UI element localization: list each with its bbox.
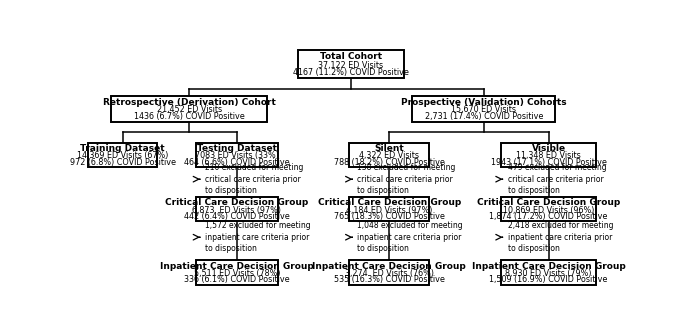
Bar	[88, 143, 158, 167]
Text: 37,122 ED Visits: 37,122 ED Visits	[319, 61, 384, 70]
Bar	[349, 197, 429, 221]
Text: 11,348 ED Visits: 11,348 ED Visits	[516, 151, 581, 160]
Bar	[349, 143, 429, 167]
Text: 972 (6.8%) COVID Positive: 972 (6.8%) COVID Positive	[70, 158, 176, 167]
Text: 138 excluded for meeting
critical care criteria prior
to disposition: 138 excluded for meeting critical care c…	[358, 163, 456, 196]
Text: Critical Care Decision Group: Critical Care Decision Group	[318, 198, 461, 207]
Text: Training Dataset: Training Dataset	[80, 144, 165, 153]
Text: 336 (6.1%) COVID Positive: 336 (6.1%) COVID Positive	[184, 275, 290, 284]
Text: 4,184 ED Visits (97%): 4,184 ED Visits (97%)	[346, 206, 432, 214]
Text: 10,869 ED Visits (96%): 10,869 ED Visits (96%)	[503, 206, 594, 214]
Text: 21,452 ED Visits: 21,452 ED Visits	[157, 105, 222, 115]
Text: Visible: Visible	[532, 144, 566, 153]
Text: Inpatient Care Decision Group: Inpatient Care Decision Group	[472, 262, 625, 271]
Bar	[111, 96, 267, 122]
Bar	[412, 96, 556, 122]
Text: 464 (6.6%) COVID Positive: 464 (6.6%) COVID Positive	[184, 158, 290, 167]
Bar	[349, 260, 429, 285]
Bar	[196, 260, 278, 285]
Text: 2,418 excluded for meeting
inpatient care criteria prior
to disposition: 2,418 excluded for meeting inpatient car…	[508, 221, 613, 254]
Text: Testing Dataset: Testing Dataset	[197, 144, 277, 153]
Text: Critical Care Decision Group: Critical Care Decision Group	[165, 198, 308, 207]
Text: 535 (16.3%) COVID Positive: 535 (16.3%) COVID Positive	[334, 275, 445, 284]
Text: 788 (18.2%) COVID Positive: 788 (18.2%) COVID Positive	[334, 158, 445, 167]
Text: 3,274  ED Visits (76%): 3,274 ED Visits (76%)	[345, 269, 434, 278]
Text: 479 excluded for meeting
critical care criteria prior
to disposition: 479 excluded for meeting critical care c…	[508, 163, 606, 196]
Bar	[196, 197, 278, 221]
Text: 1,572 excluded for meeting
inpatient care criteria prior
to disposition: 1,572 excluded for meeting inpatient car…	[205, 221, 311, 254]
Text: Silent: Silent	[375, 144, 404, 153]
Text: Inpatient Care Decision Group: Inpatient Care Decision Group	[160, 262, 314, 271]
Text: 15,670 ED Visits: 15,670 ED Visits	[451, 105, 516, 115]
Text: Prospective (Validation) Cohorts: Prospective (Validation) Cohorts	[401, 98, 566, 107]
Text: 4,322 ED Visits: 4,322 ED Visits	[360, 151, 419, 160]
Text: 210 excluded for meeting
critical care criteria prior
to disposition: 210 excluded for meeting critical care c…	[205, 163, 303, 196]
Bar	[196, 143, 278, 167]
Text: 1,048 excluded for meeting
inpatient care criteria prior
to disposition: 1,048 excluded for meeting inpatient car…	[358, 221, 463, 254]
Text: Total Cohort: Total Cohort	[320, 52, 382, 61]
Text: 1,874 (17.2%) COVID Positive: 1,874 (17.2%) COVID Positive	[489, 212, 608, 221]
Bar	[298, 50, 404, 78]
Text: 5,511 ED Visits (78%): 5,511 ED Visits (78%)	[194, 269, 280, 278]
Text: 6,873  ED Visits (97%): 6,873 ED Visits (97%)	[192, 206, 282, 214]
Bar	[501, 260, 597, 285]
Text: 442 (6.4%) COVID Positive: 442 (6.4%) COVID Positive	[184, 212, 290, 221]
Text: 1436 (6.7%) COVID Positive: 1436 (6.7%) COVID Positive	[134, 112, 245, 121]
Text: 1943 (17.1%) COVID Positive: 1943 (17.1%) COVID Positive	[490, 158, 606, 167]
Text: 1,509 (16.9%) COVID Positive: 1,509 (16.9%) COVID Positive	[489, 275, 608, 284]
Text: 4167 (11.2%) COVID Positive: 4167 (11.2%) COVID Positive	[293, 68, 409, 77]
Text: Critical Care Decision Group: Critical Care Decision Group	[477, 198, 620, 207]
Text: 2,731 (17.4%) COVID Positive: 2,731 (17.4%) COVID Positive	[425, 112, 543, 121]
Bar	[501, 143, 597, 167]
Text: 765 (18.3%) COVID Positive: 765 (18.3%) COVID Positive	[334, 212, 445, 221]
Bar	[501, 197, 597, 221]
Text: Retrospective (Derivation) Cohort: Retrospective (Derivation) Cohort	[103, 98, 275, 107]
Text: 7083 ED Visits (33%): 7083 ED Visits (33%)	[195, 151, 279, 160]
Text: Inpatient Care Decision Group: Inpatient Care Decision Group	[312, 262, 466, 271]
Text: 14,369 ED Visits (67%): 14,369 ED Visits (67%)	[77, 151, 169, 160]
Text: 8,930 ED Visits (79%): 8,930 ED Visits (79%)	[506, 269, 592, 278]
